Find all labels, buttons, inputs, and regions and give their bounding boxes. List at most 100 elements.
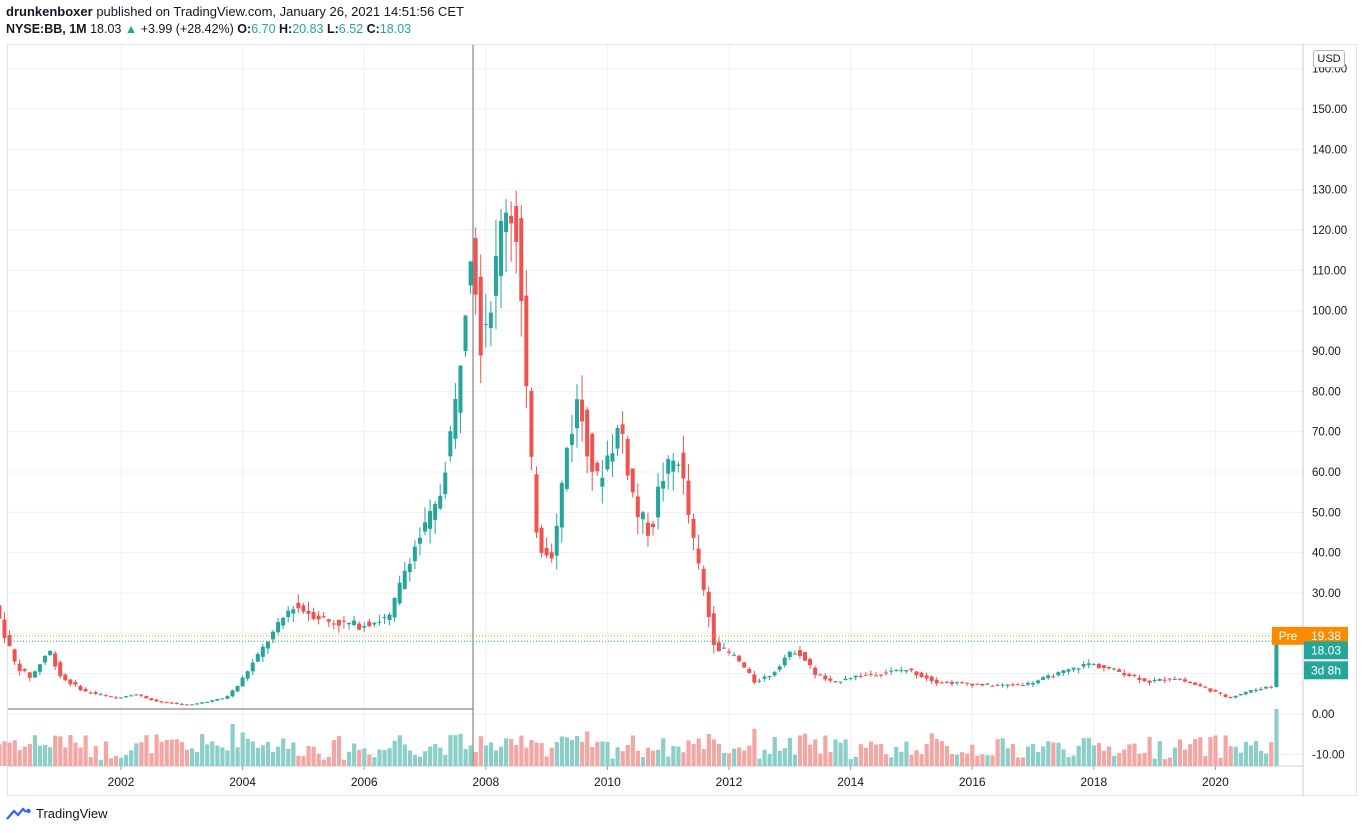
candle-body xyxy=(1147,680,1152,683)
volume-bar xyxy=(357,749,362,766)
volume-bar xyxy=(534,742,539,766)
tradingview-logo[interactable]: TradingView xyxy=(6,806,108,821)
x-tick-label: 2012 xyxy=(716,775,743,789)
volume-bar xyxy=(281,738,286,766)
volume-bar xyxy=(752,728,757,766)
candle-body xyxy=(919,672,924,678)
volume-bar xyxy=(43,745,48,766)
volume-bar xyxy=(296,755,301,766)
candle-body xyxy=(914,671,919,676)
volume-bar xyxy=(635,750,640,766)
candle-body xyxy=(341,620,346,622)
candle-body xyxy=(965,682,970,684)
candle-body xyxy=(1223,694,1228,697)
volume-bar xyxy=(37,745,43,766)
volume-bar xyxy=(858,744,863,766)
candle-body xyxy=(701,568,706,590)
volume-bar xyxy=(306,745,311,766)
candle-body xyxy=(433,503,438,520)
volume-bar xyxy=(73,742,78,766)
candle-body xyxy=(1193,682,1198,685)
candle-body xyxy=(818,674,823,676)
volume-bar xyxy=(914,750,919,766)
volume-bar xyxy=(265,741,271,766)
volume-bar xyxy=(488,742,494,766)
x-tick-label: 2010 xyxy=(594,775,621,789)
volume-bar xyxy=(1086,737,1091,766)
candle-body xyxy=(407,563,412,573)
volume-bar xyxy=(169,739,174,766)
candle-body xyxy=(1183,679,1187,682)
candle-body xyxy=(737,655,742,662)
candle-body xyxy=(255,653,260,662)
volume-bar xyxy=(772,737,777,766)
volume-bar xyxy=(1157,741,1162,766)
candle-body xyxy=(1188,681,1193,684)
candle-body xyxy=(362,626,367,628)
volume-bar xyxy=(392,740,397,766)
candle-body xyxy=(615,427,620,449)
volume-bar xyxy=(468,745,473,766)
candle-body xyxy=(93,692,98,694)
candle-body xyxy=(1041,677,1046,680)
open-value: 6.70 xyxy=(251,22,276,36)
volume-bar xyxy=(27,744,32,766)
volume-bar xyxy=(321,759,326,766)
volume-bar xyxy=(620,751,625,766)
candle-body xyxy=(164,702,169,704)
volume-bar xyxy=(1025,746,1031,766)
brand-name: TradingView xyxy=(36,806,108,821)
candle-body xyxy=(706,591,711,617)
volume-bar xyxy=(1274,709,1279,766)
author-name[interactable]: drunkenboxer xyxy=(6,4,93,19)
volume-bar xyxy=(691,744,696,766)
volume-bar xyxy=(666,756,671,766)
candle-body xyxy=(990,685,995,687)
volume-bar xyxy=(184,749,190,766)
candle-body xyxy=(661,481,666,489)
volume-bar xyxy=(17,750,22,766)
volume-bar xyxy=(742,750,747,766)
volume-bar xyxy=(575,736,580,766)
volume-bar xyxy=(889,757,894,766)
volume-bar xyxy=(944,745,950,766)
candle-body xyxy=(1020,684,1025,686)
volume-bar xyxy=(787,737,792,766)
volume-bar xyxy=(367,754,372,766)
candle-body xyxy=(580,399,585,422)
candle-body xyxy=(732,654,737,656)
candle-body xyxy=(1096,663,1101,669)
candle-body xyxy=(119,697,123,699)
candle-body xyxy=(48,650,53,655)
candle-body xyxy=(752,674,757,683)
candle-body xyxy=(529,390,534,457)
volume-bar xyxy=(919,754,924,766)
candle-body xyxy=(1132,674,1137,677)
pre-tag-value-bg xyxy=(1304,626,1348,645)
volume-bar xyxy=(103,741,108,766)
currency-button[interactable]: USD xyxy=(1313,50,1345,68)
candle-body xyxy=(1152,680,1157,682)
volume-bar xyxy=(600,741,605,766)
symbol-title[interactable]: NYSE:BB, 1M xyxy=(6,22,87,36)
candle-body xyxy=(347,622,351,625)
volume-bar xyxy=(610,758,615,766)
volume-bar xyxy=(499,746,504,766)
volume-bar xyxy=(32,735,38,766)
candle-body xyxy=(1066,669,1071,672)
volume-bar xyxy=(813,739,818,766)
volume-bar xyxy=(245,738,250,766)
candle-body xyxy=(519,218,524,301)
volume-bar xyxy=(615,747,620,766)
y-tick-label: 30.00 xyxy=(1312,588,1341,600)
volume-bar xyxy=(711,739,716,766)
candle-body xyxy=(1081,664,1086,667)
candle-body xyxy=(549,552,554,559)
y-tick-label: 40.00 xyxy=(1312,548,1341,560)
candle-body xyxy=(37,664,42,672)
candle-body xyxy=(605,455,610,470)
candle-body xyxy=(539,527,544,553)
candle-body xyxy=(200,702,205,704)
volume-bar xyxy=(899,751,904,766)
